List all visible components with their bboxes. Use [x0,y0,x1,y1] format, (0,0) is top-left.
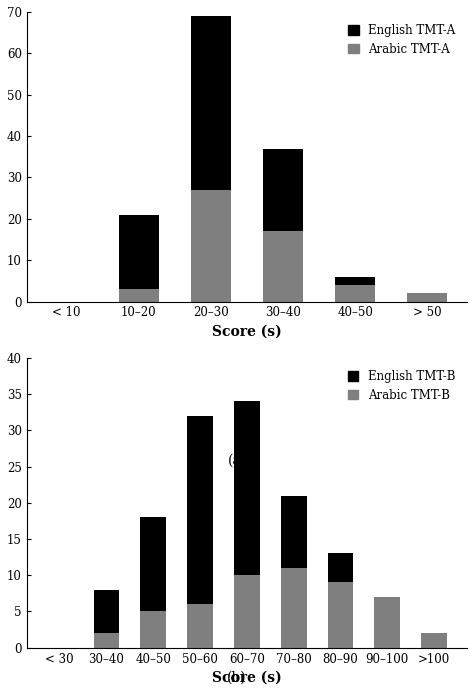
Bar [328,554,354,583]
Bar [281,568,307,648]
Bar [119,289,159,302]
Text: (b): (b) [227,671,247,685]
Bar [191,16,231,190]
Bar [281,495,307,568]
Bar [187,416,213,604]
Bar [328,583,354,648]
Bar [191,190,231,302]
Bar [94,590,119,633]
Bar [335,285,375,302]
Bar [263,149,303,231]
Bar [187,604,213,648]
Bar [374,597,400,648]
Bar [263,231,303,302]
Bar [140,518,166,612]
Bar [234,575,260,648]
X-axis label: Score (s): Score (s) [212,671,282,685]
Bar [335,277,375,285]
Legend: English TMT-A, Arabic TMT-A: English TMT-A, Arabic TMT-A [342,18,461,62]
Legend: English TMT-B, Arabic TMT-B: English TMT-B, Arabic TMT-B [342,364,461,408]
Bar [421,633,447,648]
Bar [94,633,119,648]
Bar [140,612,166,648]
Text: (a): (a) [228,453,246,467]
Bar [407,293,447,302]
Bar [119,215,159,289]
Bar [234,401,260,575]
X-axis label: Score (s): Score (s) [212,325,282,339]
